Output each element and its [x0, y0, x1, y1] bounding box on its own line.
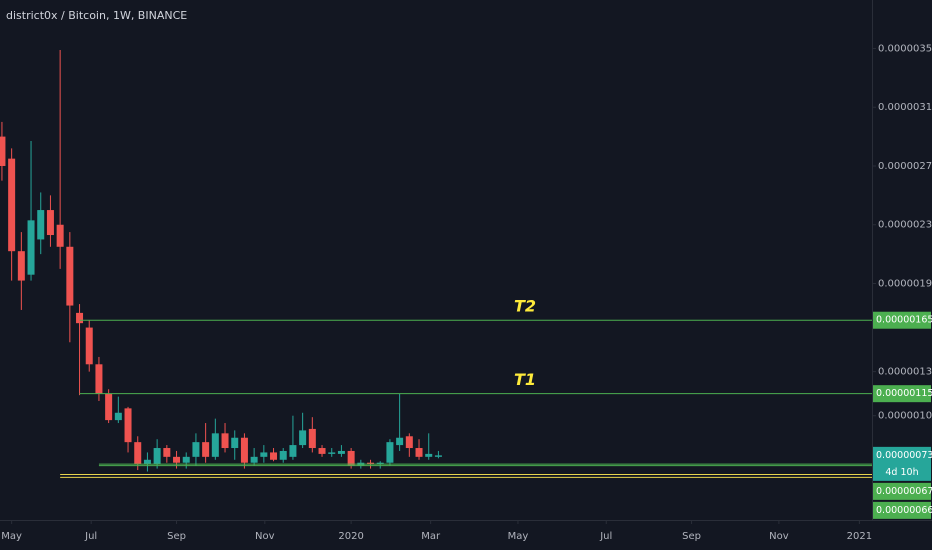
- candle-body: [347, 450, 355, 466]
- candle-body: [173, 456, 181, 463]
- candle-body: [202, 442, 210, 457]
- x-tick-label: 2021: [847, 531, 872, 542]
- candle-body: [182, 456, 190, 463]
- candle-body: [405, 436, 413, 449]
- candle-body: [396, 437, 404, 446]
- price-badge-label: 0.00000115: [876, 388, 932, 399]
- x-tick-label: Jul: [84, 531, 97, 542]
- candle-body: [308, 428, 316, 449]
- candle-body: [221, 433, 229, 449]
- price-badge: [873, 501, 931, 519]
- candle-body: [46, 210, 54, 236]
- candle-body: [250, 456, 258, 463]
- candle-body: [66, 246, 74, 306]
- candle-body: [17, 251, 25, 281]
- candle-body: [328, 452, 336, 454]
- price-badge: [873, 446, 931, 481]
- y-tick-label: 0.00000100: [878, 411, 932, 422]
- price-badge: [873, 385, 931, 403]
- candle-body: [299, 430, 307, 446]
- price-badge-label: 0.00000066: [876, 505, 932, 516]
- chart-title: district0x / Bitcoin, 1W, BINANCE: [6, 9, 187, 22]
- candle-body: [415, 448, 423, 457]
- level-annotation: T2: [514, 297, 536, 316]
- candle-body: [289, 445, 297, 457]
- candle-body: [270, 452, 278, 460]
- candle-body: [0, 136, 6, 166]
- candle-body: [434, 455, 442, 457]
- x-tick-label: Nov: [255, 531, 275, 542]
- candle-body: [386, 442, 394, 463]
- price-badge-label: 0.00000165: [876, 315, 932, 326]
- x-tick-label: Mar: [421, 531, 441, 542]
- candle-body: [95, 364, 103, 394]
- candle-body: [153, 448, 161, 465]
- x-tick-label: May: [1, 531, 22, 542]
- candle-body: [105, 393, 113, 421]
- level-annotation: T1: [514, 370, 536, 389]
- x-tick-label: 2020: [338, 531, 363, 542]
- x-tick-label: May: [508, 531, 529, 542]
- candle-body: [56, 224, 64, 247]
- candle-body: [134, 442, 142, 465]
- candle-body: [124, 408, 132, 443]
- candle-body: [260, 452, 268, 457]
- candle-body: [318, 448, 326, 454]
- candle-body: [8, 158, 16, 252]
- candle-body: [143, 459, 151, 465]
- candle-body: [163, 448, 171, 457]
- candle-body: [85, 327, 93, 365]
- countdown-label: 4d 10h: [885, 467, 918, 478]
- candle-body: [425, 453, 433, 457]
- x-tick-label: Sep: [167, 531, 186, 542]
- price-badge: [873, 311, 931, 329]
- candle-body: [367, 462, 375, 465]
- candle-body: [114, 412, 122, 421]
- candle-body: [337, 450, 345, 454]
- x-tick-label: Nov: [769, 531, 789, 542]
- candle-body: [240, 437, 248, 463]
- candle-body: [192, 442, 200, 457]
- candle-body: [279, 450, 287, 460]
- candle-body: [27, 220, 35, 275]
- candle-body: [76, 312, 84, 324]
- candle-body: [211, 433, 219, 457]
- price-badge-label: 0.00000073: [876, 450, 932, 461]
- candle-body: [376, 462, 384, 465]
- x-tick-label: Sep: [682, 531, 701, 542]
- price-badge-label: 0.00000067: [876, 486, 932, 497]
- candle-body: [37, 210, 45, 240]
- price-badge: [873, 482, 931, 500]
- x-tick-label: Jul: [599, 531, 612, 542]
- candle-body: [231, 437, 239, 449]
